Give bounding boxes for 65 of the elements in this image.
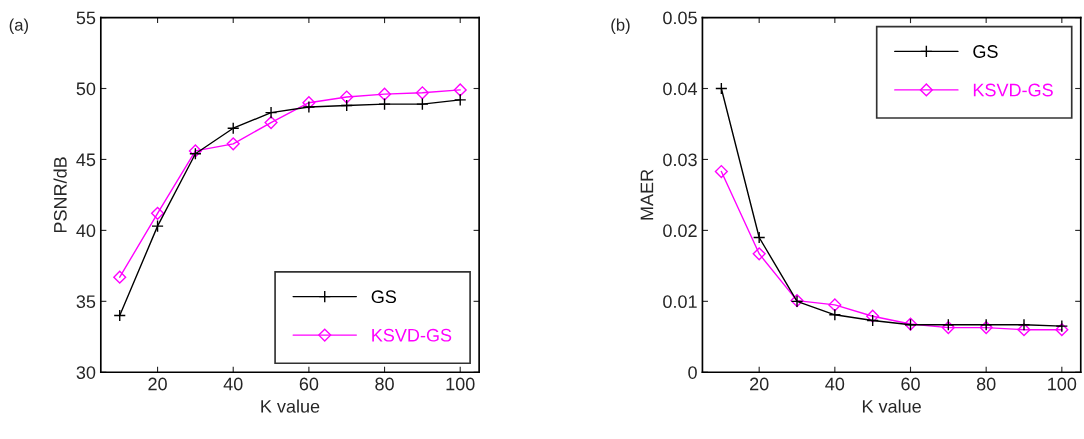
point xyxy=(453,83,467,97)
point xyxy=(866,314,879,327)
point xyxy=(715,82,728,95)
x-tick-label: 20 xyxy=(750,377,769,391)
y-axis-title: MAER xyxy=(640,169,654,220)
point xyxy=(416,97,429,111)
x-tick-label: 60 xyxy=(299,377,319,391)
x-tick-label: 80 xyxy=(375,377,394,391)
point xyxy=(866,309,880,323)
point xyxy=(377,87,392,101)
point xyxy=(226,137,240,151)
y-tick-label: 0 xyxy=(688,366,697,379)
point xyxy=(113,270,127,284)
point xyxy=(302,100,316,114)
y-tick-label: 50 xyxy=(76,82,96,96)
point xyxy=(150,206,165,220)
legend-label: GS xyxy=(973,45,998,58)
point xyxy=(1017,318,1031,331)
point xyxy=(942,318,955,331)
point xyxy=(264,115,278,130)
y-tick-label: 0.05 xyxy=(663,11,697,25)
point xyxy=(340,90,354,104)
point xyxy=(1017,323,1031,337)
point xyxy=(226,121,240,135)
x-tick-label: 60 xyxy=(901,377,920,391)
point xyxy=(979,318,993,331)
point xyxy=(453,93,467,107)
y-tick-label: 55 xyxy=(76,11,96,25)
y-tick-label: 0.01 xyxy=(663,295,697,309)
x-tick-label: 40 xyxy=(223,377,243,391)
point xyxy=(113,309,126,322)
point xyxy=(828,308,842,322)
x-tick-label: 100 xyxy=(1048,377,1077,391)
point xyxy=(941,320,955,335)
y-tick-label: 40 xyxy=(76,224,96,238)
point xyxy=(1055,323,1069,337)
x-tick-label: 100 xyxy=(446,377,475,391)
legend-label: KSVD-GS xyxy=(973,83,1053,97)
point xyxy=(752,231,766,244)
point xyxy=(415,86,429,100)
text: (a) xyxy=(9,18,29,35)
point xyxy=(340,99,353,112)
point xyxy=(151,219,164,233)
x-tick-label: 20 xyxy=(148,377,167,391)
point xyxy=(378,97,391,111)
y-tick-label: 0.03 xyxy=(663,153,697,167)
x-tick-label: 40 xyxy=(825,377,845,391)
point xyxy=(979,320,993,335)
point xyxy=(264,106,278,119)
legend-label: KSVD-GS xyxy=(372,328,452,342)
y-tick-label: 0.02 xyxy=(663,224,697,238)
y-tick-label: 0.04 xyxy=(663,82,698,96)
y-tick-label: 30 xyxy=(76,366,96,379)
point xyxy=(828,298,842,312)
y-tick-label: 45 xyxy=(76,153,96,167)
x-axis-title: K value xyxy=(261,399,320,413)
y-axis-title: PSNR/dB xyxy=(53,157,67,233)
legend-label: GS xyxy=(371,290,397,304)
y-tick-label: 35 xyxy=(76,295,96,309)
point xyxy=(1055,319,1069,333)
point xyxy=(714,164,728,179)
point xyxy=(752,247,766,261)
x-tick-label: 80 xyxy=(976,377,996,391)
text: (b) xyxy=(611,18,630,35)
x-axis-title: K value xyxy=(862,399,921,413)
